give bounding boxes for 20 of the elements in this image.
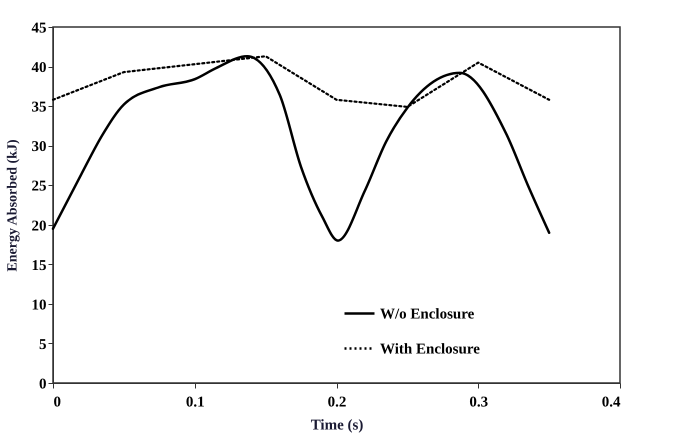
legend-label: W/o Enclosure: [380, 306, 475, 322]
y-axis-title: Energy Absorbed (kJ): [6, 139, 20, 272]
legend-label: With Enclosure: [380, 342, 480, 358]
x-tick-label: 0.1: [186, 394, 205, 410]
x-tick-label: 0.4: [602, 394, 621, 410]
y-tick-label: 30: [32, 139, 46, 156]
y-tick-label: 35: [32, 100, 46, 116]
y-tick-label: 25: [32, 178, 46, 195]
y-tick-label: 0: [39, 376, 46, 392]
x-tick-label: 0.2: [328, 394, 346, 410]
y-tick-label: 10: [32, 297, 46, 314]
line-series: [52, 55, 550, 242]
x-tick-label: 0: [54, 394, 61, 410]
y-tick-label: 20: [32, 218, 46, 234]
x-axis-title: Time (s): [310, 418, 364, 434]
y-tick-label: 40: [32, 60, 46, 76]
y-tick-label: 45: [32, 20, 46, 36]
x-tick-label: 0.3: [469, 394, 488, 410]
y-tick-label: 15: [32, 258, 46, 274]
y-tick-label: 5: [39, 336, 46, 353]
